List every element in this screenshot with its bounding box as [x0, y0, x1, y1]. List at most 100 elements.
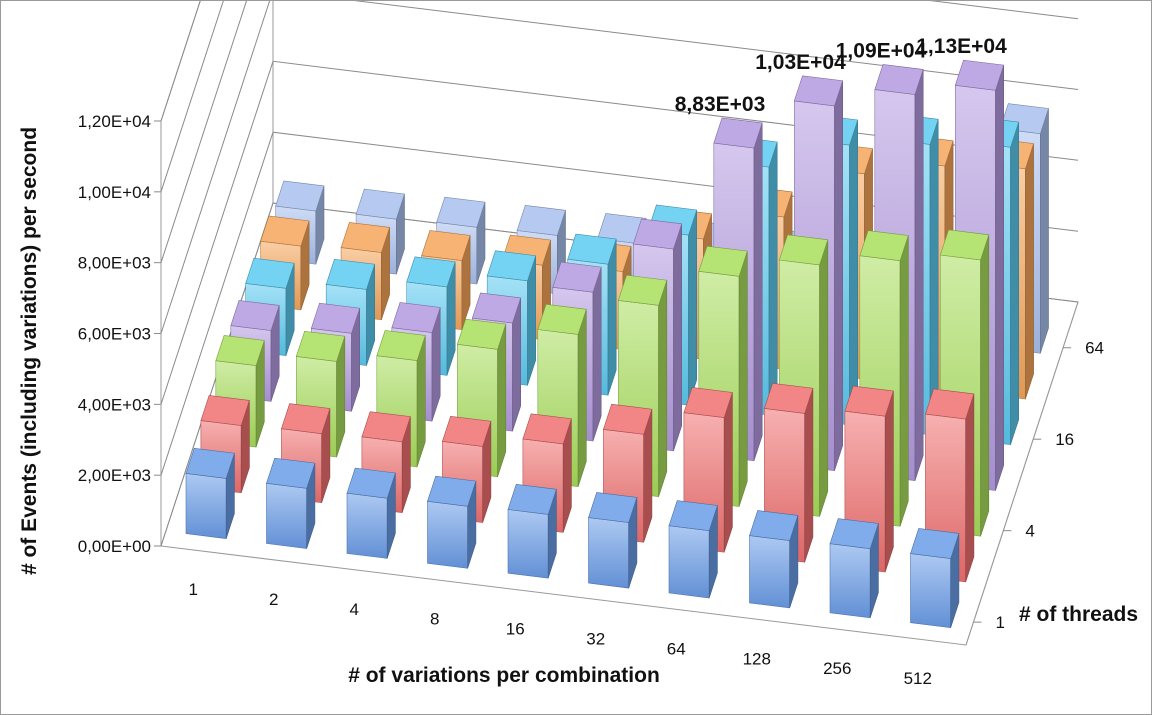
bar-top-face — [713, 117, 763, 149]
bar-side-face — [995, 65, 1005, 491]
bar-side-face — [965, 393, 975, 582]
data-label: 1,13E+04 — [916, 35, 1007, 58]
bar-top-face — [260, 215, 310, 247]
bar-front-face — [829, 543, 871, 619]
bar-side-face — [723, 392, 733, 553]
bar-top-face — [436, 196, 486, 228]
bar-side-face — [673, 223, 683, 451]
y-tick-label: 0,00E+00 — [78, 537, 151, 556]
bar — [749, 510, 799, 609]
bar-top-face — [829, 518, 879, 550]
bar-top-face — [597, 213, 647, 244]
y-tick-label: 1,00E+04 — [78, 183, 151, 202]
gridline — [160, 1, 1079, 263]
y-tick-label: 4,00E+03 — [78, 395, 151, 414]
bar-top-face — [603, 403, 653, 435]
depth-tick-label: 16 — [1055, 430, 1074, 449]
bar-top-face — [844, 385, 894, 417]
y-tick-label: 8,00E+03 — [78, 254, 151, 273]
bar-top-face — [668, 500, 718, 532]
bar — [588, 492, 638, 589]
bar-side-face — [497, 324, 507, 477]
bar-top-face — [310, 302, 361, 334]
bar-front-face — [749, 535, 791, 609]
bar-front-face — [588, 517, 630, 589]
bar-front-face — [668, 525, 710, 599]
bar-top-face — [874, 64, 924, 95]
bar-top-face — [486, 250, 537, 282]
data-label: 1,03E+04 — [755, 51, 846, 74]
bar-top-face — [245, 257, 295, 289]
bar-top-face — [427, 475, 477, 507]
bar-side-face — [929, 119, 939, 435]
bar-top-face — [617, 274, 668, 306]
bar-side-face — [753, 122, 763, 461]
bar-top-face — [954, 59, 1005, 91]
bar-side-face — [607, 238, 617, 396]
depth-tick-label: 64 — [1085, 339, 1104, 358]
bar-side-face — [819, 239, 829, 517]
y-tick-label: 1,20E+04 — [78, 112, 151, 131]
bar-top-face — [442, 415, 492, 447]
bar-top-face — [925, 388, 975, 420]
bar-top-face — [275, 180, 325, 212]
bar-front-face — [427, 500, 469, 569]
bar-side-face — [804, 388, 814, 563]
bar-top-face — [295, 330, 346, 362]
data-label: 1,09E+04 — [836, 39, 927, 62]
gridline — [160, 1, 201, 122]
bar-top-face — [588, 492, 638, 523]
labels: 0,00E+00 2,00E+03 4,00E+03 6,00E+03 8,00E+03… — [18, 35, 1138, 688]
bar — [910, 528, 960, 629]
bar-front-face — [346, 492, 388, 559]
x-tick-label: 8 — [430, 610, 439, 629]
bar-side-face — [884, 390, 894, 573]
bar-top-face — [391, 302, 441, 333]
bar-top-face — [215, 335, 265, 366]
gridline — [160, 1, 1079, 334]
x-tick-label: 128 — [743, 649, 771, 668]
bar-top-face — [266, 457, 316, 489]
x-tick-label: 4 — [350, 600, 359, 619]
back-wall-outline — [160, 1, 201, 122]
bar-top-face — [632, 218, 683, 250]
x-axis-title: # of variations per combination — [348, 664, 660, 687]
bar-side-face — [914, 69, 924, 481]
x-tick-label: 16 — [506, 620, 525, 639]
y-tick-label: 2,00E+03 — [78, 466, 151, 485]
bar — [266, 457, 316, 549]
bar — [829, 518, 879, 619]
bar-top-face — [456, 318, 507, 350]
bar-top-face — [683, 387, 733, 418]
bar-side-face — [592, 267, 602, 442]
depth-tick-label: 4 — [1025, 522, 1034, 541]
bar-top-face — [376, 330, 426, 361]
bar-top-face — [939, 229, 990, 261]
bar-top-face — [200, 395, 250, 426]
x-tick-label: 512 — [904, 669, 932, 688]
bar — [668, 500, 718, 599]
bar-top-face — [516, 204, 566, 236]
bar-side-face — [768, 141, 778, 416]
bar — [185, 447, 235, 539]
bar-top-face — [325, 258, 376, 290]
depth-axis-title: # of threads — [1019, 603, 1138, 626]
bar-top-face — [793, 75, 844, 107]
bar-side-face — [834, 80, 844, 471]
bar-top-face — [421, 230, 471, 261]
bar-side-face — [658, 280, 668, 497]
bar-top-face — [567, 233, 617, 265]
bar-top-face — [778, 234, 829, 266]
x-tick-label: 256 — [823, 659, 851, 678]
bar-side-face — [738, 251, 748, 507]
bar-top-face — [281, 403, 331, 435]
bar-top-face — [764, 382, 814, 414]
bar-side-face — [1010, 122, 1020, 445]
bar-top-face — [749, 510, 799, 541]
y-axis-title: # of Events (including variations) per s… — [18, 127, 41, 575]
bar-top-face — [910, 528, 960, 559]
bar-top-face — [507, 483, 557, 515]
x-tick-label: 2 — [269, 590, 278, 609]
